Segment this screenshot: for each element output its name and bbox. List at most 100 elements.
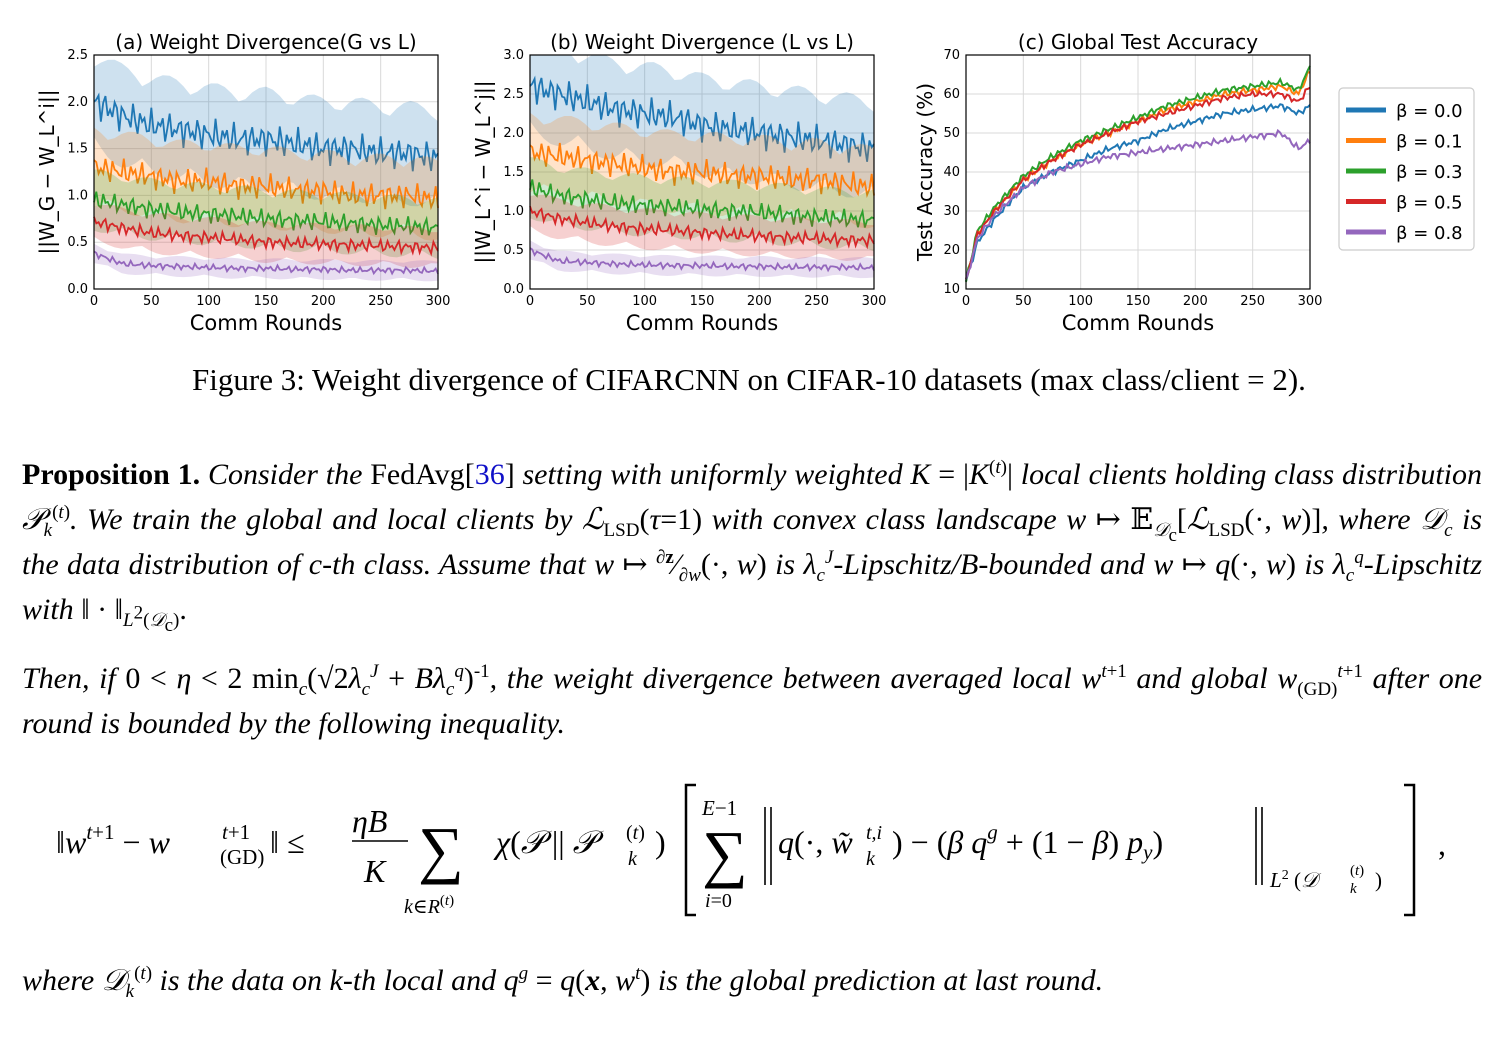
y-tick-label: 30: [943, 204, 960, 219]
figure-caption: Figure 3: Weight divergence of CIFARCNN …: [192, 362, 1306, 397]
svg-text:): ): [1375, 868, 1382, 892]
x-tick-label: 0: [90, 294, 98, 309]
svg-text:) − (β qg + (1 − β) py): ) − (β qg + (1 − β) py): [892, 820, 1163, 864]
svg-text:(GD): (GD): [220, 845, 264, 869]
x-axis-label: Comm Rounds: [1062, 311, 1215, 335]
y-tick-label: 1.5: [503, 165, 524, 180]
chart-title: (b) Weight Divergence (L vs L): [550, 30, 854, 54]
proposition-heading: Proposition 1.: [22, 458, 201, 491]
x-tick-label: 250: [804, 294, 829, 309]
series-line: [965, 65, 1311, 283]
svg-text:k∈R(t): k∈R(t): [404, 893, 454, 918]
svg-text:E−1: E−1: [701, 796, 737, 820]
svg-text:‖wt+1 − w: ‖wt+1 − w: [56, 820, 171, 860]
x-tick-label: 50: [1015, 294, 1032, 309]
x-tick-label: 100: [632, 294, 657, 309]
plot-frame: [529, 54, 875, 290]
series-line: [529, 205, 875, 250]
y-tick-label: 1.0: [67, 188, 88, 203]
y-tick-label: 1.0: [503, 204, 524, 219]
legend-box: [1338, 87, 1475, 251]
y-tick-label: 0.5: [67, 235, 88, 250]
y-tick-label: 70: [943, 48, 960, 63]
series-line: [965, 102, 1311, 282]
x-tick-label: 50: [579, 294, 596, 309]
x-tick-label: 300: [1298, 294, 1323, 309]
series-line: [529, 179, 875, 229]
proposition-condition: Then, if 0 < η < 2 minc(√2λcJ + Bλcq)-1,…: [22, 661, 1483, 740]
series-line: [965, 128, 1311, 280]
x-tick-label: 0: [962, 294, 970, 309]
series-band: [530, 156, 874, 252]
proposition-1: Proposition 1. Consider the FedAvg[36] s…: [22, 457, 1483, 636]
y-tick-label: 3.0: [503, 48, 524, 63]
y-tick-label: 20: [943, 243, 960, 258]
citation-link[interactable]: 36: [474, 458, 505, 491]
series-band: [94, 204, 438, 268]
y-tick-label: 0.0: [67, 282, 88, 297]
y-tick-label: 50: [943, 126, 960, 141]
legend-label: β = 0.8: [1396, 223, 1463, 244]
svg-text:k: k: [1350, 881, 1357, 897]
x-tick-label: 150: [690, 294, 715, 309]
series-line: [93, 250, 439, 276]
series-band: [94, 59, 438, 207]
inequality-equation: ‖wt+1 − w t+1 (GD) ‖ ≤ ηB K ∑ k∈R(t) χ(𝒫…: [56, 783, 1446, 918]
y-tick-label: 0.0: [503, 282, 524, 297]
y-axis-label: ||W_G − W_L^i||: [35, 90, 59, 255]
svg-text:χ(𝒫 || 𝒫: χ(𝒫 || 𝒫: [493, 824, 605, 860]
plot-frame: [965, 54, 1311, 290]
x-tick-label: 150: [254, 294, 279, 309]
chart-weight-divergence-l-vs-l: 0 50 100 150 200 250 300 0.0 0.5 1.0 1.5 2.0 2.5 3.0 (…: [471, 30, 886, 335]
chart-title: (c) Global Test Accuracy: [1018, 30, 1258, 54]
x-tick-label: 250: [368, 294, 393, 309]
y-tick-label: 1.5: [67, 142, 88, 157]
x-tick-label: 200: [1183, 294, 1208, 309]
svg-text:q(·, w̃: q(·, w̃: [778, 824, 853, 860]
x-tick-label: 50: [143, 294, 160, 309]
svg-text:ηB: ηB: [352, 803, 387, 839]
series-band: [530, 240, 874, 279]
y-axis-label: ||W_L^i − W_L^j||: [471, 81, 495, 264]
y-tick-label: 2.0: [67, 95, 88, 110]
x-tick-label: 0: [526, 294, 534, 309]
x-tick-label: 300: [426, 294, 451, 309]
chart-title: (a) Weight Divergence(G vs L): [115, 30, 416, 54]
y-tick-label: 0.5: [503, 243, 524, 258]
svg-text:K: K: [363, 853, 387, 889]
svg-text:): ): [655, 824, 666, 860]
chart-weight-divergence-g-vs-l: 0 50 100 150 200 250 300 0.0 0.5 1.0 1.5 2.0 2.5 (a) …: [35, 30, 450, 335]
y-tick-label: 40: [943, 165, 960, 180]
series-line: [529, 247, 875, 273]
svg-text:∑: ∑: [418, 814, 464, 885]
svg-text:t,i: t,i: [866, 822, 882, 844]
y-tick-label: 2.5: [67, 48, 88, 63]
svg-text:(t): (t): [1350, 863, 1364, 879]
y-axis-label: Test Accuracy (%): [913, 83, 937, 262]
x-tick-label: 150: [1126, 294, 1151, 309]
series-line: [93, 92, 439, 172]
x-tick-label: 200: [747, 294, 772, 309]
series-line: [529, 142, 875, 199]
y-tick-label: 60: [943, 87, 960, 102]
y-tick-label: 2.5: [503, 87, 524, 102]
where-clause: where 𝒟k(t) is the data on k-th local an…: [22, 963, 1104, 1002]
series-line: [529, 75, 875, 163]
chart-global-test-accuracy: 0 50 100 150 200 250 300 10 20 30 40 50 60 70 (c) Glob…: [913, 30, 1322, 335]
series-line: [93, 158, 439, 211]
svg-text:(t): (t): [626, 822, 645, 844]
x-tick-label: 250: [1240, 294, 1265, 309]
svg-text:t+1: t+1: [222, 820, 250, 844]
figure-3: 0 50 100 150 200 250 3000.00.51.01.52.02.5(a) …: [35, 30, 1475, 335]
x-axis-label: Comm Rounds: [190, 311, 343, 335]
series-band: [94, 243, 438, 282]
chart-legend: β = 0.0 β = 0.1 β = 0.3 β = 0.5 β = 0.8: [1338, 87, 1475, 251]
x-axis-label: Comm Rounds: [626, 311, 779, 335]
legend-label: β = 0.1: [1396, 132, 1463, 153]
x-tick-label: 100: [196, 294, 221, 309]
plot-frame: [93, 54, 439, 290]
series-line: [965, 86, 1311, 280]
svg-text:k: k: [866, 848, 876, 870]
svg-text:∑: ∑: [702, 818, 748, 889]
legend-label: β = 0.5: [1396, 193, 1463, 214]
